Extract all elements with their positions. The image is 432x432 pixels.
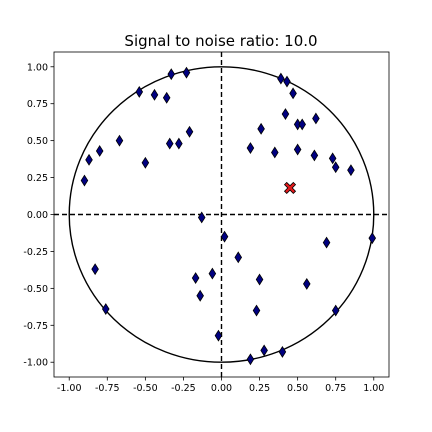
y-tick-label: -1.00 <box>23 358 48 369</box>
data-point <box>260 344 268 357</box>
data-point <box>85 153 93 166</box>
data-point <box>167 68 176 81</box>
x-tick-label: 1.00 <box>363 383 384 394</box>
data-point <box>91 263 99 276</box>
data-point <box>328 152 337 165</box>
data-point <box>185 125 194 138</box>
data-point <box>302 277 311 290</box>
data-point <box>312 112 320 125</box>
highlight-point <box>283 181 297 194</box>
data-point <box>322 236 331 249</box>
y-axis-ticks: 1.00 0.75 0.50 0.25 0.00 -0.25 -0.50 -0.75 -1.00 <box>23 62 54 369</box>
data-point <box>234 251 243 264</box>
x-tick-label: -0.25 <box>171 383 196 394</box>
data-point <box>293 143 302 156</box>
x-tick-label: 0.75 <box>325 383 346 394</box>
data-point <box>298 118 306 131</box>
data-point <box>281 108 290 120</box>
data-point <box>162 91 171 104</box>
data-point <box>101 303 110 315</box>
data-point <box>310 149 319 162</box>
chart-title: Signal to noise ratio: 10.0 <box>124 32 317 50</box>
data-point <box>278 345 287 358</box>
data-point <box>255 273 264 286</box>
data-point <box>331 304 340 317</box>
data-point <box>277 72 285 85</box>
y-tick-label: 1.00 <box>27 62 48 73</box>
data-point <box>289 87 297 100</box>
data-point <box>141 156 150 169</box>
x-axis-ticks: -1.00 -0.75 -0.50 -0.25 0.00 0.25 0.50 0.75 1.00 <box>57 377 384 394</box>
data-point <box>271 146 279 159</box>
x-tick-label: -1.00 <box>57 383 82 394</box>
data-point <box>196 289 204 302</box>
y-tick-label: -0.50 <box>23 284 48 295</box>
data-points <box>80 66 377 366</box>
data-point <box>257 122 265 135</box>
y-tick-label: -0.75 <box>23 321 48 332</box>
data-point <box>95 145 104 157</box>
data-point <box>208 267 217 280</box>
data-point <box>115 134 124 147</box>
data-point <box>331 161 340 174</box>
data-point <box>246 353 255 366</box>
data-point <box>252 304 261 317</box>
x-tick-label: 0.50 <box>287 383 308 394</box>
data-point <box>246 142 255 154</box>
y-tick-label: -0.25 <box>23 247 48 258</box>
x-tick-label: -0.75 <box>95 383 120 394</box>
x-tick-label: -0.50 <box>133 383 158 394</box>
highlight-layer <box>283 181 297 194</box>
data-point <box>197 211 206 224</box>
data-point <box>80 174 89 187</box>
data-point <box>135 85 144 98</box>
unit-circle <box>68 66 375 363</box>
data-point <box>368 232 377 245</box>
data-point <box>182 66 191 79</box>
y-tick-label: 0.25 <box>27 173 48 184</box>
data-point <box>191 272 200 284</box>
data-point <box>214 329 223 342</box>
data-point <box>220 230 229 243</box>
data-point <box>283 75 291 88</box>
y-tick-label: 0.50 <box>27 136 48 147</box>
x-tick-label: 0.00 <box>211 383 232 394</box>
data-point <box>165 137 174 150</box>
data-point <box>175 137 183 150</box>
y-tick-label: 0.75 <box>27 99 48 110</box>
data-point <box>150 88 159 101</box>
y-tick-label: 0.00 <box>27 210 48 221</box>
data-point <box>347 164 355 177</box>
x-tick-label: 0.25 <box>249 383 270 394</box>
